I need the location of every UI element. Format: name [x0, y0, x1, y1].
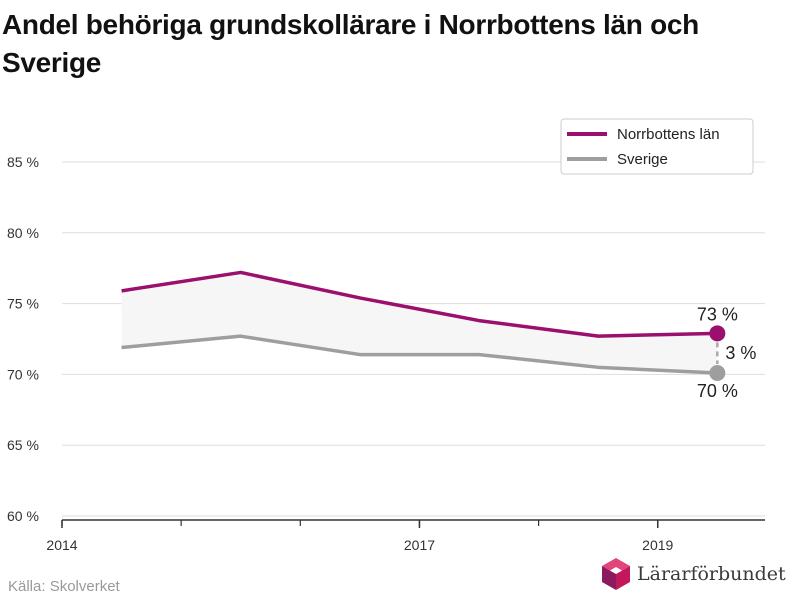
end-label-top: 73 % — [697, 304, 738, 324]
x-axis: 2014 2017 2019 — [46, 519, 765, 553]
end-label-bottom: 70 % — [697, 381, 738, 401]
y-tick-label: 80 % — [7, 225, 39, 241]
y-tick-label: 70 % — [7, 366, 39, 382]
source-note: Källa: Skolverket — [8, 578, 120, 595]
legend: Norrbottens län Sverige — [560, 118, 754, 175]
x-tick-label: 2014 — [46, 537, 77, 553]
y-tick-label: 85 % — [7, 154, 39, 170]
series-line-2 — [121, 334, 718, 375]
logo-text: Lärarförbundet — [637, 563, 786, 585]
legend-label: Sverige — [617, 151, 668, 168]
cube-logo-icon — [602, 558, 630, 590]
y-tick-label: 65 % — [7, 437, 39, 453]
annotations: 73 % 70 % 3 % — [697, 304, 757, 401]
y-tick-label: 75 % — [7, 296, 39, 312]
series-line-1 — [121, 270, 718, 338]
gap-area — [121, 272, 718, 373]
end-point-marker — [709, 364, 726, 381]
x-tick-label: 2017 — [404, 537, 435, 553]
y-tick-label: 60 % — [7, 508, 39, 524]
difference-label: 3 % — [725, 343, 756, 363]
chart-title: Andel behöriga grundskollärare i Norrbot… — [2, 9, 699, 78]
series-lines — [121, 270, 718, 375]
legend-label: Norrbottens län — [617, 126, 720, 143]
y-axis-labels: 60 % 65 % 70 % 75 % 80 % 85 % — [7, 154, 39, 524]
legend-box — [560, 118, 754, 175]
x-tick-label: 2019 — [642, 537, 673, 553]
end-point-marker — [709, 325, 726, 342]
brand-logo: Lärarförbundet — [601, 556, 786, 592]
